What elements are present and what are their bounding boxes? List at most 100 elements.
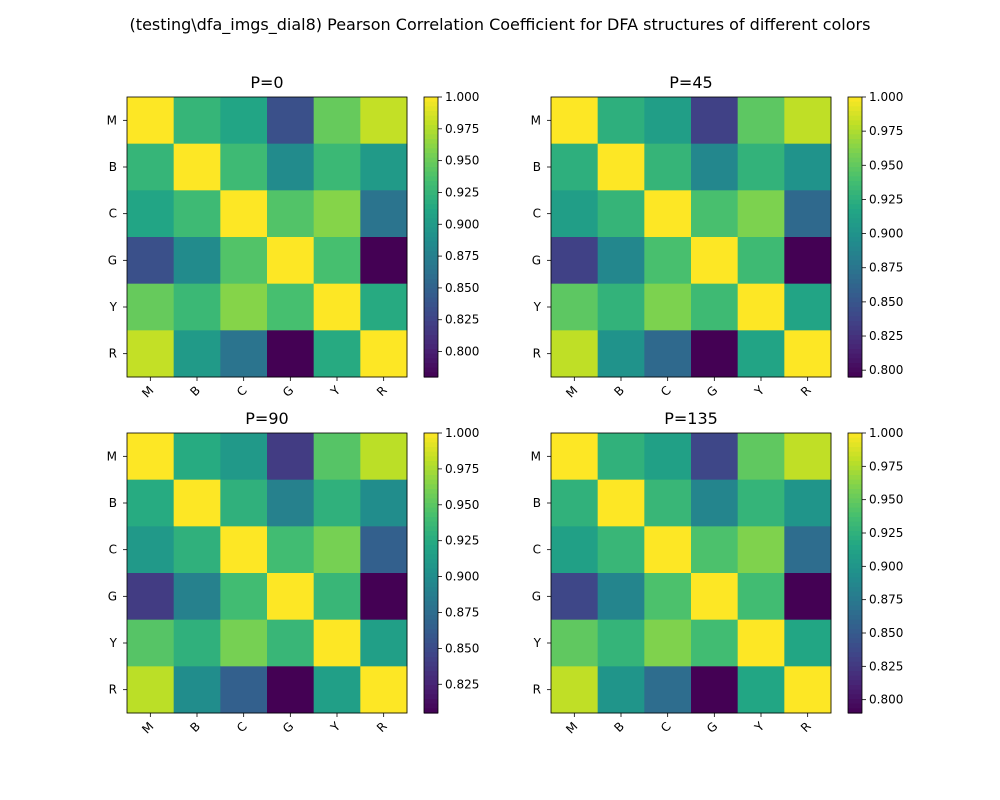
colorbar-segment bbox=[848, 293, 862, 299]
heatmap-cell bbox=[644, 283, 692, 331]
heatmap-cell bbox=[737, 573, 785, 621]
colorbar-segment bbox=[848, 125, 862, 131]
heatmap-cell bbox=[691, 190, 739, 238]
colorbar-segment bbox=[848, 587, 862, 593]
colorbar-segment bbox=[848, 624, 862, 630]
colorbar-segment bbox=[848, 237, 862, 243]
colorbar-tick-label: 0.950 bbox=[869, 493, 903, 507]
colorbar-segment bbox=[424, 526, 438, 532]
colorbar-tick-label: 0.925 bbox=[869, 192, 903, 206]
heatmap-cell bbox=[313, 526, 361, 574]
colorbar-segment bbox=[848, 265, 862, 271]
colorbar-segment bbox=[424, 661, 438, 667]
colorbar-segment bbox=[848, 591, 862, 597]
colorbar-segment bbox=[848, 615, 862, 621]
colorbar-tick-label: 0.900 bbox=[445, 570, 479, 584]
colorbar-segment bbox=[848, 302, 862, 308]
colorbar-segment bbox=[848, 461, 862, 467]
colorbar-segment bbox=[848, 703, 862, 709]
colorbar-segment bbox=[848, 549, 862, 555]
colorbar-segment bbox=[424, 316, 438, 322]
heatmap-cell bbox=[737, 97, 785, 145]
heatmap-cell bbox=[127, 619, 175, 667]
colorbar-segment bbox=[848, 535, 862, 541]
colorbar-segment bbox=[424, 185, 438, 191]
colorbar-segment bbox=[424, 227, 438, 233]
colorbar-segment bbox=[424, 148, 438, 154]
colorbar-segment bbox=[424, 451, 438, 457]
heatmap-cell bbox=[220, 143, 268, 191]
colorbar-segment bbox=[424, 321, 438, 327]
colorbar-segment bbox=[848, 577, 862, 583]
colorbar-segment bbox=[848, 274, 862, 280]
colorbar-segment bbox=[424, 101, 438, 107]
colorbar-segment bbox=[848, 372, 862, 378]
colorbar-tick-label: 0.850 bbox=[869, 295, 903, 309]
heatmap-cell bbox=[267, 97, 315, 145]
colorbar-segment bbox=[424, 279, 438, 285]
colorbar-segment bbox=[848, 288, 862, 294]
colorbar-segment bbox=[424, 223, 438, 229]
colorbar-segment bbox=[848, 190, 862, 196]
heatmap-cell bbox=[784, 479, 832, 527]
heatmap-cell bbox=[313, 97, 361, 145]
colorbar-segment bbox=[848, 531, 862, 537]
heatmap-cell bbox=[784, 283, 832, 331]
y-tick-label: M bbox=[107, 113, 117, 127]
colorbar-segment bbox=[848, 545, 862, 551]
colorbar-segment bbox=[848, 661, 862, 667]
colorbar-segment bbox=[848, 241, 862, 247]
colorbar-segment bbox=[424, 680, 438, 686]
heatmap-cell bbox=[597, 330, 645, 378]
colorbar-segment bbox=[848, 437, 862, 443]
colorbar-segment bbox=[424, 582, 438, 588]
heatmap-cell bbox=[127, 190, 175, 238]
heatmap-cell bbox=[173, 433, 221, 481]
heatmap-cell bbox=[360, 237, 408, 285]
colorbar-segment bbox=[848, 526, 862, 532]
heatmap-cell bbox=[360, 526, 408, 574]
heatmap-cell bbox=[597, 143, 645, 191]
colorbar-segment bbox=[424, 111, 438, 117]
colorbar-segment bbox=[424, 685, 438, 691]
y-tick-label: R bbox=[109, 683, 117, 697]
heatmap-cell bbox=[691, 283, 739, 331]
heatmap-cell bbox=[551, 479, 599, 527]
heatmap-cell bbox=[360, 283, 408, 331]
colorbar-segment bbox=[424, 288, 438, 294]
heatmap-cell bbox=[737, 666, 785, 714]
colorbar-segment bbox=[848, 260, 862, 266]
colorbar-segment bbox=[424, 545, 438, 551]
colorbar-segment bbox=[848, 647, 862, 653]
colorbar-segment bbox=[424, 335, 438, 341]
colorbar-segment bbox=[424, 447, 438, 453]
colorbar-segment bbox=[424, 638, 438, 644]
colorbar-segment bbox=[848, 601, 862, 607]
heatmap-cell bbox=[313, 237, 361, 285]
colorbar-segment bbox=[848, 209, 862, 215]
heatmap-frame bbox=[126, 432, 408, 714]
colorbar-segment bbox=[848, 101, 862, 107]
colorbar-segment bbox=[848, 442, 862, 448]
colorbar-segment bbox=[848, 582, 862, 588]
heatmap-cell bbox=[173, 190, 221, 238]
colorbar-segment bbox=[848, 148, 862, 154]
colorbar-segment bbox=[424, 162, 438, 168]
colorbar-segment bbox=[424, 330, 438, 336]
colorbar-segment bbox=[424, 657, 438, 663]
y-tick-label: M bbox=[531, 113, 541, 127]
heatmap-cell bbox=[784, 97, 832, 145]
y-tick-label: C bbox=[109, 543, 117, 557]
colorbar-segment bbox=[424, 703, 438, 709]
y-tick-label: B bbox=[109, 496, 117, 510]
colorbar-frame bbox=[847, 96, 863, 378]
colorbar-segment bbox=[848, 708, 862, 714]
colorbar-segment bbox=[424, 647, 438, 653]
colorbar-segment bbox=[424, 274, 438, 280]
colorbar-segment bbox=[424, 213, 438, 219]
heatmap-cell bbox=[220, 330, 268, 378]
colorbar-segment bbox=[424, 437, 438, 443]
colorbar-tick-label: 0.850 bbox=[445, 281, 479, 295]
colorbar-segment bbox=[848, 349, 862, 355]
